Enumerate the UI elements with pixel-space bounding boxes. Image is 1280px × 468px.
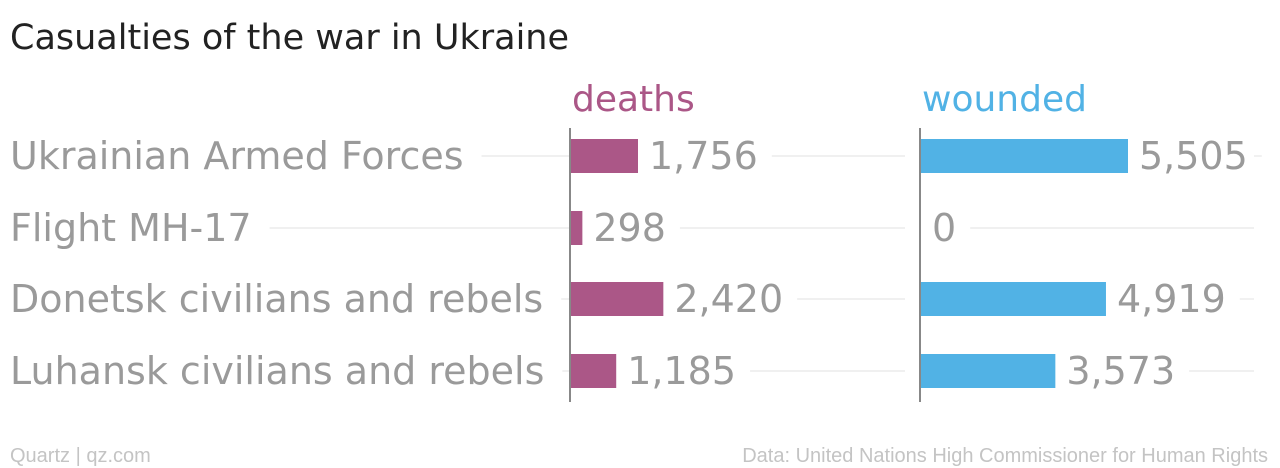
bar-deaths	[571, 139, 638, 173]
bar-deaths	[571, 282, 664, 316]
value-label-wounded: 4,919	[1117, 277, 1226, 321]
value-label-wounded: 3,573	[1066, 349, 1175, 393]
footer-source-left: Quartz | qz.com	[10, 445, 151, 467]
category-label: Flight MH-17	[10, 206, 252, 250]
panel-axes	[569, 128, 921, 402]
value-label-deaths: 2,420	[674, 277, 783, 321]
value-label-deaths: 1,185	[627, 349, 736, 393]
gridlines	[269, 155, 1262, 372]
bar-wounded	[921, 139, 1128, 173]
category-label: Luhansk civilians and rebels	[10, 349, 544, 393]
value-label-wounded: 0	[932, 206, 956, 250]
bar-wounded	[921, 282, 1106, 316]
bar-wounded	[921, 354, 1056, 388]
value-label-deaths: 298	[593, 206, 666, 250]
category-label: Donetsk civilians and rebels	[10, 277, 543, 321]
labels: Ukrainian Armed Forces Flight MH-17 Donets…	[10, 79, 1248, 393]
bar-deaths	[571, 354, 617, 388]
category-label: Ukrainian Armed Forces	[10, 134, 464, 178]
chart-title: Casualties of the war in Ukraine	[10, 18, 569, 58]
bar-deaths	[571, 211, 583, 245]
value-label-wounded: 5,505	[1139, 134, 1248, 178]
value-label-deaths: 1,756	[649, 134, 758, 178]
series-header-deaths: deaths	[572, 79, 695, 120]
bars	[571, 139, 1128, 388]
footer-source-right: Data: United Nations High Commissioner f…	[742, 445, 1268, 467]
series-header-wounded: wounded	[922, 79, 1087, 120]
